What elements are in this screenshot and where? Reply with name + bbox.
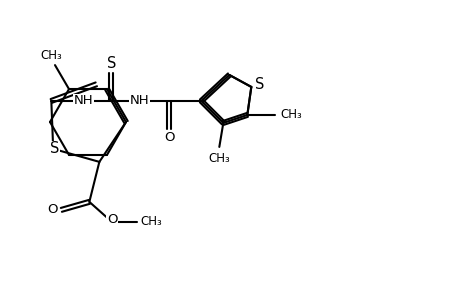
Text: S: S bbox=[254, 77, 263, 92]
Text: CH₃: CH₃ bbox=[40, 49, 62, 62]
Text: NH: NH bbox=[129, 94, 149, 107]
Text: S: S bbox=[106, 56, 116, 71]
Text: CH₃: CH₃ bbox=[280, 108, 302, 122]
Text: O: O bbox=[47, 203, 57, 216]
Text: CH₃: CH₃ bbox=[140, 215, 162, 228]
Text: S: S bbox=[50, 141, 59, 156]
Text: O: O bbox=[164, 131, 174, 144]
Text: NH: NH bbox=[73, 94, 93, 107]
Text: O: O bbox=[107, 213, 118, 226]
Text: CH₃: CH₃ bbox=[208, 152, 230, 165]
